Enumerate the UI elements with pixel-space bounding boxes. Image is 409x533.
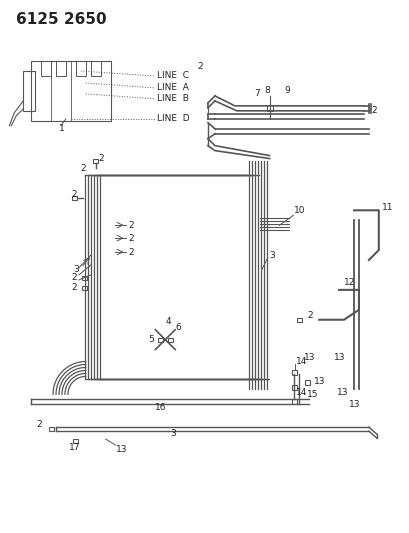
- Text: 3: 3: [170, 429, 175, 438]
- Text: 14: 14: [296, 357, 307, 366]
- Bar: [48, 427, 54, 431]
- Text: LINE  A: LINE A: [157, 84, 189, 92]
- Text: 8: 8: [264, 86, 270, 95]
- Bar: [56, 61, 66, 76]
- Bar: [73, 439, 78, 443]
- Text: 3: 3: [73, 265, 79, 274]
- Bar: [31, 61, 110, 121]
- Text: 2: 2: [370, 106, 375, 115]
- Text: 11: 11: [381, 203, 392, 212]
- Text: LINE  C: LINE C: [157, 71, 189, 80]
- Text: 16: 16: [155, 403, 166, 412]
- Bar: [266, 105, 272, 111]
- Bar: [167, 337, 172, 342]
- Text: 13: 13: [336, 388, 348, 397]
- Bar: [291, 370, 296, 375]
- Text: 9: 9: [284, 86, 290, 95]
- Bar: [93, 158, 98, 163]
- Text: 2: 2: [71, 284, 76, 293]
- Text: 14: 14: [296, 388, 307, 397]
- Text: 3: 3: [269, 251, 274, 260]
- Bar: [291, 385, 296, 390]
- Bar: [76, 61, 85, 76]
- Text: 4: 4: [165, 317, 171, 326]
- Text: 2: 2: [99, 154, 104, 163]
- Bar: [291, 399, 296, 404]
- Text: 7: 7: [254, 90, 260, 99]
- Bar: [296, 318, 301, 322]
- Bar: [41, 61, 51, 76]
- Text: 13: 13: [333, 353, 345, 362]
- Text: 13: 13: [115, 445, 127, 454]
- Text: 2: 2: [71, 190, 76, 199]
- Text: LINE  B: LINE B: [157, 94, 189, 103]
- Text: 15: 15: [307, 390, 318, 399]
- Text: 2: 2: [128, 247, 134, 256]
- Bar: [72, 196, 77, 200]
- Text: 2: 2: [307, 311, 312, 320]
- Bar: [82, 286, 87, 290]
- Text: 10: 10: [294, 206, 305, 215]
- Text: 5: 5: [148, 335, 154, 344]
- Text: 1: 1: [59, 124, 65, 133]
- Text: 13: 13: [313, 377, 325, 386]
- Text: 2: 2: [128, 221, 134, 230]
- Bar: [82, 276, 87, 280]
- Text: LINE  D: LINE D: [157, 114, 189, 123]
- Text: 12: 12: [343, 278, 355, 287]
- Text: 6: 6: [175, 323, 180, 332]
- Bar: [90, 61, 101, 76]
- Text: 2: 2: [36, 419, 42, 429]
- Bar: [23, 71, 35, 111]
- Bar: [157, 337, 162, 342]
- Text: 6125 2650: 6125 2650: [16, 12, 107, 27]
- Bar: [304, 380, 309, 385]
- Text: 13: 13: [348, 400, 360, 409]
- Text: 2: 2: [81, 164, 86, 173]
- Text: 2: 2: [197, 61, 202, 70]
- Text: 17: 17: [69, 442, 80, 451]
- Text: 2: 2: [71, 273, 76, 282]
- Text: 2: 2: [128, 233, 134, 243]
- Text: 13: 13: [303, 353, 315, 362]
